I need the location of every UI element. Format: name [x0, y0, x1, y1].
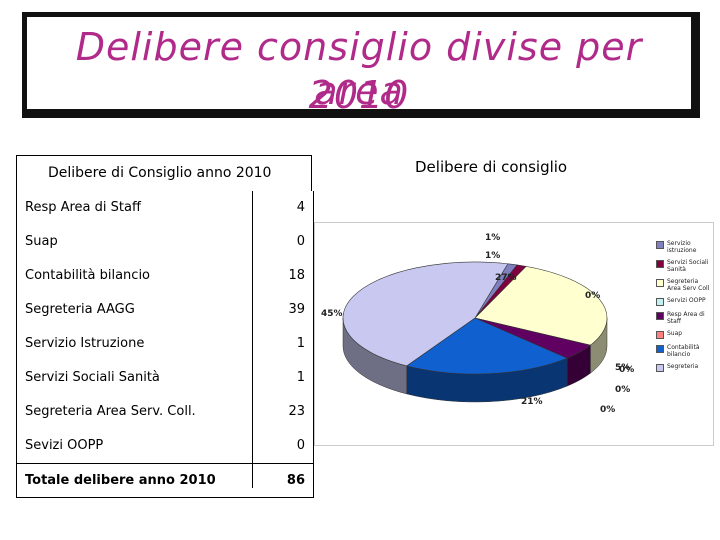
pie-chart: [342, 261, 608, 403]
table-row: Servizi Sociali Sanità 1: [17, 361, 313, 395]
pie-percent-label: 1%: [485, 251, 501, 261]
table-row: Resp Area di Staff 4: [17, 191, 313, 225]
legend-item: Resp Area di Staff: [656, 311, 712, 325]
delibere-table: Delibere di Consiglio anno 2010 Resp Are…: [16, 155, 314, 498]
table-row: Servizio Istruzione 1: [17, 327, 313, 361]
table-total-row: Totale delibere anno 2010 86: [17, 463, 313, 498]
legend-swatch: [656, 241, 664, 249]
legend-swatch: [656, 331, 664, 339]
legend-label: Segreteria: [667, 363, 699, 370]
total-value: 86: [286, 473, 305, 488]
table-body: Resp Area di Staff 4 Suap 0 Contabilità bi…: [16, 191, 314, 498]
table-header-frame: [16, 155, 312, 191]
row-label: Suap: [25, 234, 58, 249]
row-value: 0: [296, 234, 305, 249]
row-label: Sevizi OOPP: [25, 438, 104, 453]
table-row: Contabilità bilancio 18: [17, 259, 313, 293]
table-row: Segreteria AAGG 39: [17, 293, 313, 327]
row-value: 18: [288, 268, 305, 283]
title-line-2: 2010: [308, 73, 410, 117]
title-line-1: Delibere consiglio divise per area: [75, 25, 643, 113]
legend-swatch: [656, 312, 664, 320]
table-row: Suap 0: [17, 225, 313, 259]
legend-item: Servizi OOPP: [656, 297, 712, 306]
legend-label: Suap: [667, 330, 683, 337]
pie-percent-label: 0%: [600, 405, 616, 415]
legend-swatch: [656, 298, 664, 306]
row-value: 1: [296, 336, 305, 351]
legend-item: Servizi Sociali Sanità: [656, 259, 712, 273]
legend-label: Servizi OOPP: [667, 297, 706, 304]
table-title: Delibere di Consiglio anno 2010: [48, 165, 272, 181]
legend-item: Contabilità bilancio: [656, 344, 712, 358]
legend-label: Servizi Sociali Sanità: [667, 259, 709, 273]
row-label: Segreteria AAGG: [25, 302, 135, 317]
pie-percent-label: 45%: [321, 309, 343, 319]
row-value: 1: [296, 370, 305, 385]
pie-chart-area: 1% 1% 27% 0% 5% 0% 21% 45% 0% 0%: [314, 222, 714, 446]
pie-percent-label: 1%: [485, 233, 501, 243]
row-label: Servizio Istruzione: [25, 336, 145, 351]
legend-swatch: [656, 260, 664, 268]
pie-percent-label: 0%: [585, 291, 601, 301]
legend-item: Servizio istruzione: [656, 240, 712, 254]
legend-swatch: [656, 364, 664, 372]
chart-legend: Servizio istruzione Servizi Sociali Sanit…: [656, 240, 712, 377]
legend-label: Resp Area di Staff: [667, 311, 705, 325]
row-label: Servizi Sociali Sanità: [25, 370, 160, 385]
legend-label: Servizio istruzione: [667, 240, 697, 254]
pie-percent-label: 0%: [615, 385, 631, 395]
legend-label: Contabilità bilancio: [667, 344, 700, 358]
pie-percent-label: 27%: [495, 273, 517, 283]
pie-slice: [342, 261, 509, 367]
row-value: 23: [288, 404, 305, 419]
pie-percent-label: 5%: [615, 363, 631, 373]
column-divider: [252, 191, 253, 488]
table-row: Sevizi OOPP 0: [17, 429, 313, 463]
legend-item: Segreteria Area Serv Coll: [656, 278, 712, 292]
row-label: Segreteria Area Serv. Coll.: [25, 404, 196, 419]
row-value: 4: [296, 200, 305, 215]
legend-swatch: [656, 345, 664, 353]
row-value: 39: [288, 302, 305, 317]
legend-swatch: [656, 279, 664, 287]
title-box: Delibere consiglio divise per area 2010: [22, 12, 700, 118]
pie-slice: [406, 317, 568, 375]
row-label: Resp Area di Staff: [25, 200, 141, 215]
chart-title: Delibere di consiglio: [415, 158, 568, 176]
legend-item: Suap: [656, 330, 712, 339]
legend-label: Segreteria Area Serv Coll: [667, 278, 710, 292]
total-label: Totale delibere anno 2010: [25, 473, 216, 488]
row-label: Contabilità bilancio: [25, 268, 151, 283]
legend-item: Segreteria: [656, 363, 712, 372]
table-row: Segreteria Area Serv. Coll. 23: [17, 395, 313, 429]
pie-percent-label: 21%: [521, 397, 543, 407]
row-value: 0: [296, 438, 305, 453]
pie-percent-label: 0%: [619, 365, 635, 375]
